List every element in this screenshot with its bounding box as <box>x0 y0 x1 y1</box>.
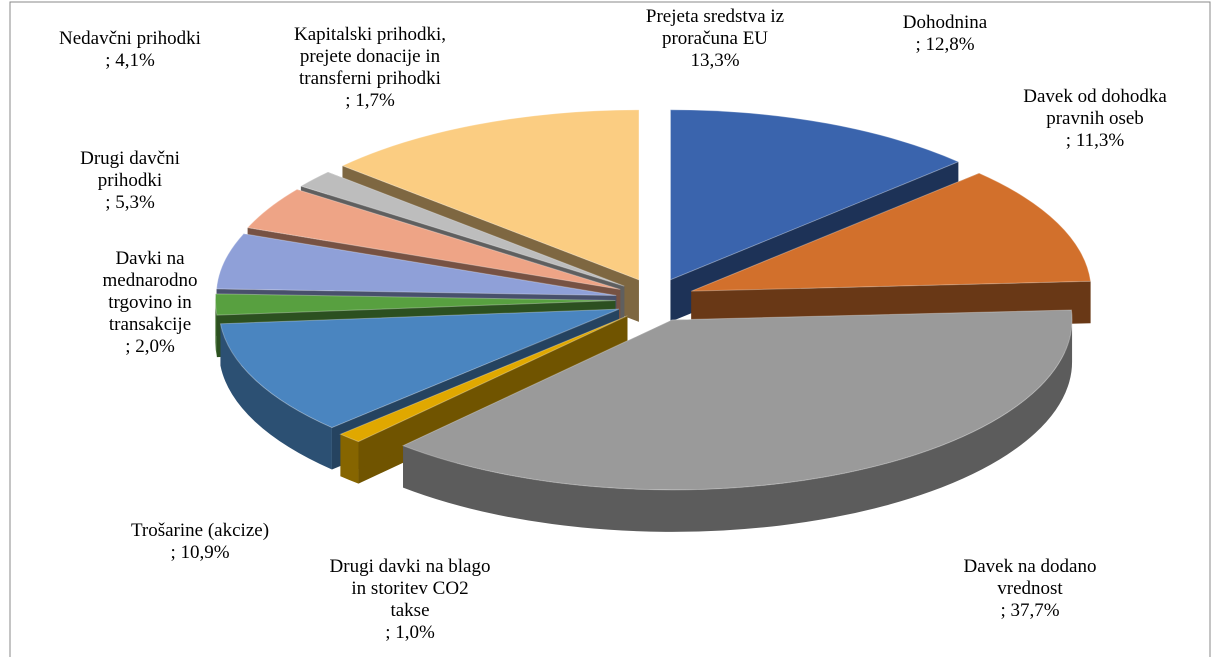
slice-top <box>246 188 621 290</box>
slice <box>401 309 1073 532</box>
data-label: Davek na dodano vrednost; 37,7% <box>964 556 1097 621</box>
slice-top <box>214 293 616 316</box>
slice-side <box>215 300 217 358</box>
value-label: ; 11,3% <box>1066 130 1125 151</box>
value-label: ; 12,8% <box>915 34 974 55</box>
data-label: Drugi davki na blago in storitev CO2 takse… <box>330 556 491 643</box>
value-label: ; 4,1% <box>105 50 155 71</box>
value-label: ; 1,0% <box>385 622 435 643</box>
value-label: ; 5,3% <box>105 192 155 213</box>
frame <box>9 1 1211 657</box>
category-label: Dohodnina <box>903 12 988 33</box>
category-label: Drugi davčni prihodki <box>80 148 180 191</box>
slice-cut-face <box>340 315 628 477</box>
data-label: Trošarine (akcize); 10,9% <box>131 520 269 563</box>
slice-side <box>403 319 1073 532</box>
data-label: Davek od dohodka pravnih oseb; 11,3% <box>1023 86 1167 151</box>
value-label: ; 2,0% <box>125 336 175 357</box>
data-label: Dohodnina; 12,8% <box>903 12 988 55</box>
data-label: Kapitalski prihodki, prejete donacije in t… <box>294 24 446 111</box>
slice-top <box>219 308 620 429</box>
category-label: Nedavčni prihodki <box>59 28 201 49</box>
category-label: Davek na dodano vrednost <box>964 556 1097 599</box>
category-label: Kapitalski prihodki, prejete donacije in t… <box>294 24 446 89</box>
category-label: Davek od dohodka pravnih oseb <box>1023 86 1167 129</box>
data-label: Prejeta sredstva iz proračuna EU 13,3% <box>646 6 784 71</box>
value-label: ; 1,7% <box>345 90 395 111</box>
slice-top <box>341 109 640 281</box>
slice-top <box>691 172 1092 292</box>
value-label: ; 37,7% <box>1000 600 1059 621</box>
category-label: Davki na mednarodno trgovino in transakcije <box>103 248 198 335</box>
value-label: 13,3% <box>690 50 739 71</box>
category-label: Drugi davki na blago in storitev CO2 takse <box>330 556 491 621</box>
slice-side <box>340 434 359 484</box>
value-label: ; 10,9% <box>170 542 229 563</box>
data-label: Davki na mednarodno trgovino in transakcije… <box>103 248 198 357</box>
slice-side <box>220 323 332 470</box>
slice-top <box>215 233 617 297</box>
slice-top <box>299 171 625 287</box>
data-label: Drugi davčni prihodki; 5,3% <box>80 148 180 213</box>
slice-top <box>339 315 628 443</box>
data-label: Nedavčni prihodki; 4,1% <box>59 28 201 71</box>
slice-top <box>669 109 960 281</box>
slice-top <box>401 309 1073 491</box>
category-label: Prejeta sredstva iz proračuna EU <box>646 6 784 49</box>
category-label: Trošarine (akcize) <box>131 520 269 541</box>
